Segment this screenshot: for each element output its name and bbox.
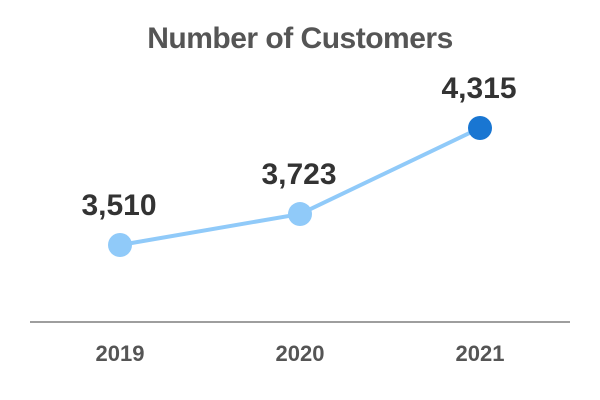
x-tick-label-2020: 2020 (276, 341, 325, 366)
x-tick-labels-layer: 2019 2020 2021 (96, 341, 505, 366)
data-label-2021: 4,315 (441, 72, 516, 105)
series-layer (108, 116, 492, 257)
x-tick-label-2021: 2021 (456, 341, 505, 366)
data-labels-layer: 3,510 3,723 4,315 (81, 72, 516, 222)
x-tick-label-2019: 2019 (96, 341, 145, 366)
data-point-2021[interactable] (468, 116, 492, 140)
data-label-2020: 3,723 (261, 158, 336, 191)
data-point-2020[interactable] (288, 202, 312, 227)
data-label-2019: 3,510 (81, 189, 156, 222)
chart-title: Number of Customers (147, 22, 453, 55)
data-point-2019[interactable] (108, 233, 132, 257)
